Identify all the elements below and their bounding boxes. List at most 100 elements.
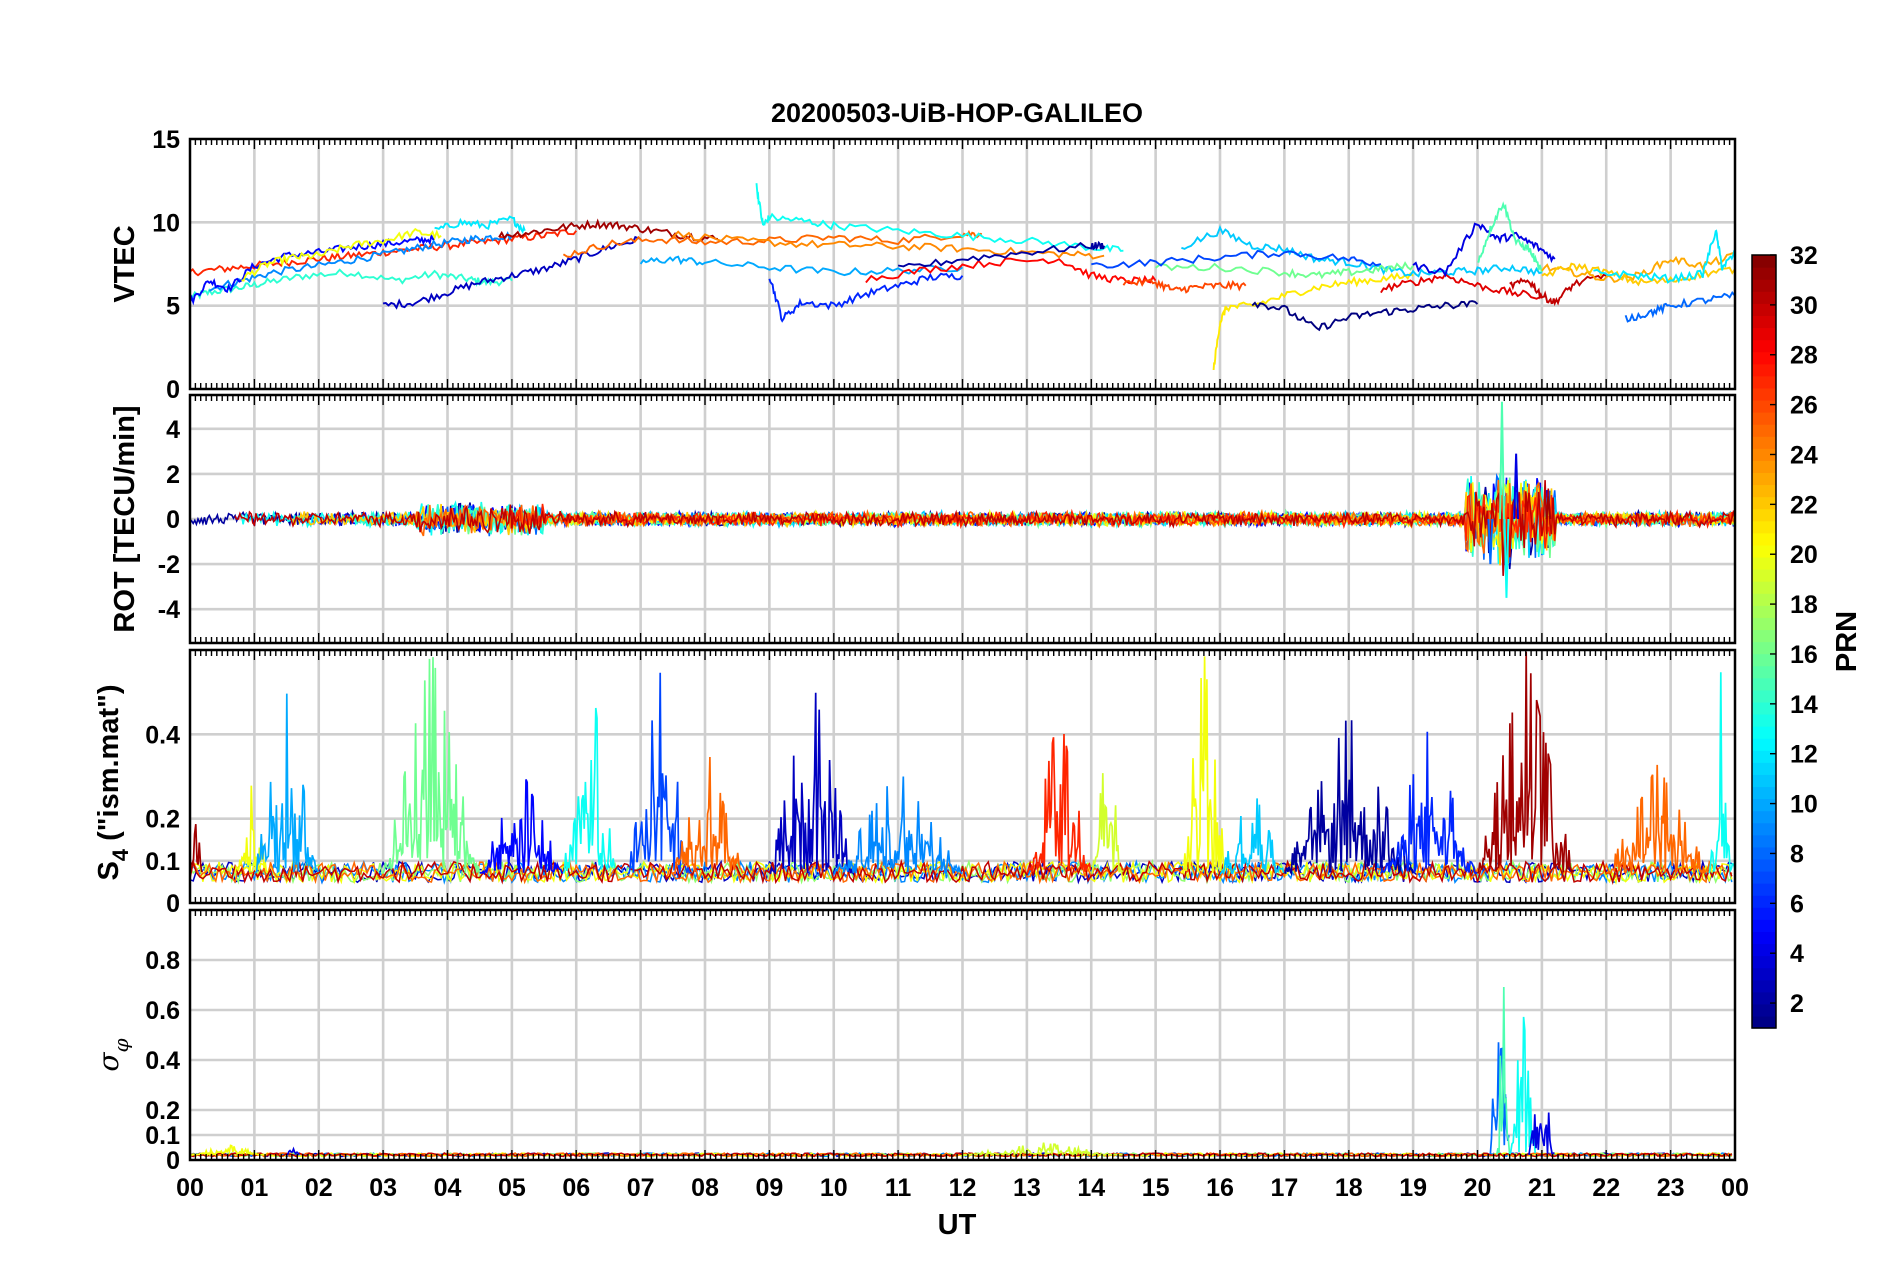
- y-tick-label: 0.1: [145, 1122, 180, 1150]
- vtec-series-prn-30: [1509, 273, 1607, 307]
- panel-s4: 0 0.1 0.2 0.4 S4 ("ism.mat"): [93, 648, 1737, 918]
- y-axis-label: ROT [TECU/min]: [109, 405, 141, 632]
- colorbar-segment: [1752, 713, 1776, 727]
- colorbar-tick-label: 22: [1790, 491, 1818, 519]
- vtec-series-prn-31: [498, 218, 719, 242]
- colorbar-segment: [1752, 1015, 1776, 1029]
- colorbar-segment: [1752, 1003, 1776, 1017]
- vtec-series-prn-13: [755, 183, 1124, 253]
- vtec-series-prn-25: [562, 229, 982, 258]
- vtec-series-prn-8: [1624, 290, 1735, 323]
- colorbar-tick-label: 14: [1790, 691, 1818, 719]
- colorbar-segment: [1752, 750, 1776, 763]
- x-minor-ticks: [189, 650, 1736, 903]
- colorbar-segment: [1752, 436, 1776, 449]
- colorbar-segment: [1752, 351, 1776, 365]
- x-tick-label: 04: [434, 1174, 462, 1202]
- activity-series-prn-27: [1026, 733, 1092, 874]
- y-axis-label: S4 ("ism.mat"): [93, 684, 133, 880]
- colorbar-segment: [1752, 520, 1776, 534]
- y-tick-label: 0.4: [145, 1047, 180, 1075]
- colorbar-segment: [1752, 508, 1776, 522]
- activity-series-prn-11: [1219, 798, 1285, 876]
- vtec-series-prn-20: [241, 227, 442, 282]
- x-minor-ticks: [189, 395, 1736, 643]
- colorbar-segment: [1752, 883, 1776, 896]
- rot-spike: [1513, 453, 1520, 520]
- rot-series-prn-27: [511, 489, 1735, 555]
- colorbar-segment: [1752, 967, 1776, 981]
- vtec-series-prn-23: [1541, 252, 1735, 284]
- colorbar-segment: [1752, 762, 1776, 775]
- y-tick-label: -2: [158, 551, 180, 579]
- colorbar-segment: [1752, 399, 1776, 413]
- panel-vtec: 0 5 10 15 VTEC: [109, 126, 1737, 404]
- colorbar-segment: [1752, 786, 1776, 800]
- panel-sigma_phi: 00.10.2 0.4 0.6 0.8 σφ: [92, 908, 1737, 1175]
- colorbar-tick-label: 12: [1790, 741, 1818, 769]
- colorbar-segment: [1752, 387, 1776, 401]
- x-tick-label: 00: [176, 1174, 204, 1202]
- colorbar-frame: [1751, 254, 1777, 1029]
- y-tick-label: -4: [158, 596, 180, 624]
- activity-series-prn-9: [833, 776, 963, 875]
- colorbar-segment: [1752, 472, 1776, 486]
- vtec-series-prn-14: [190, 268, 513, 301]
- vtec-series-prn-2: [897, 240, 1106, 268]
- colorbar-segment: [1752, 955, 1776, 969]
- colorbar-tick-label: 8: [1790, 840, 1804, 868]
- colorbar-segment: [1752, 846, 1776, 860]
- colorbar-segment: [1752, 677, 1776, 691]
- activity-series-prn-25: [1605, 764, 1710, 876]
- series-group: [190, 401, 1735, 598]
- series-group: [190, 651, 1735, 886]
- x-tick-label: 23: [1657, 1174, 1685, 1202]
- rot-spike: [1503, 518, 1510, 598]
- colorbar-segment: [1752, 798, 1776, 812]
- y-tick-label: 10: [152, 209, 180, 237]
- y-tick-label: 0.1: [145, 848, 180, 876]
- vtec-series-prn-29: [1380, 272, 1543, 300]
- activity-series-prn-25: [672, 756, 744, 875]
- y-tick-label: 0: [166, 506, 180, 534]
- x-tick-label: 06: [562, 1174, 590, 1202]
- colorbar-tick-label: 30: [1790, 292, 1818, 320]
- colorbar-segment: [1752, 991, 1776, 1005]
- colorbar-tick-label: 2: [1790, 990, 1804, 1018]
- colorbar-segment: [1752, 726, 1776, 739]
- colorbar-segment: [1752, 870, 1776, 884]
- activity-series-prn-19: [1090, 773, 1124, 876]
- colorbar-segment: [1752, 858, 1776, 872]
- colorbar-tick-label: 18: [1790, 591, 1818, 619]
- colorbar-segment: [1752, 255, 1776, 268]
- y-tick-label: 2: [166, 461, 180, 489]
- colorbar-segment: [1752, 834, 1776, 848]
- y-tick-label: 0.2: [145, 1097, 180, 1125]
- colorbar-segment: [1752, 496, 1776, 510]
- activity-series-prn-4: [1528, 1112, 1555, 1156]
- activity-series-prn-13: [1708, 672, 1735, 875]
- colorbar-segment: [1752, 701, 1776, 715]
- colorbar-segment: [1752, 641, 1776, 655]
- colorbar-segment: [1752, 279, 1776, 292]
- colorbar-segment: [1752, 484, 1776, 498]
- vtec-series-prn-4: [1412, 222, 1556, 278]
- rot-spike: [1545, 496, 1552, 520]
- x-tick-label: 15: [1142, 1174, 1170, 1202]
- colorbar-segment: [1752, 267, 1776, 280]
- x-tick-label: 16: [1206, 1174, 1234, 1202]
- series-group: [190, 986, 1733, 1158]
- x-tick-label: 00: [1721, 1174, 1749, 1202]
- vtec-series-prn-9: [208, 231, 513, 292]
- colorbar-segment: [1752, 448, 1776, 461]
- x-tick-label: 10: [820, 1174, 848, 1202]
- colorbar-tick-label: 24: [1790, 441, 1818, 469]
- colorbar-segment: [1752, 810, 1776, 824]
- vtec-series-prn-24: [672, 230, 1105, 260]
- colorbar-segment: [1752, 822, 1776, 836]
- y-axis-label: VTEC: [109, 225, 141, 302]
- activity-series-prn-4: [286, 1146, 300, 1156]
- colorbar-segment: [1752, 774, 1776, 788]
- colorbar-segment: [1752, 617, 1776, 631]
